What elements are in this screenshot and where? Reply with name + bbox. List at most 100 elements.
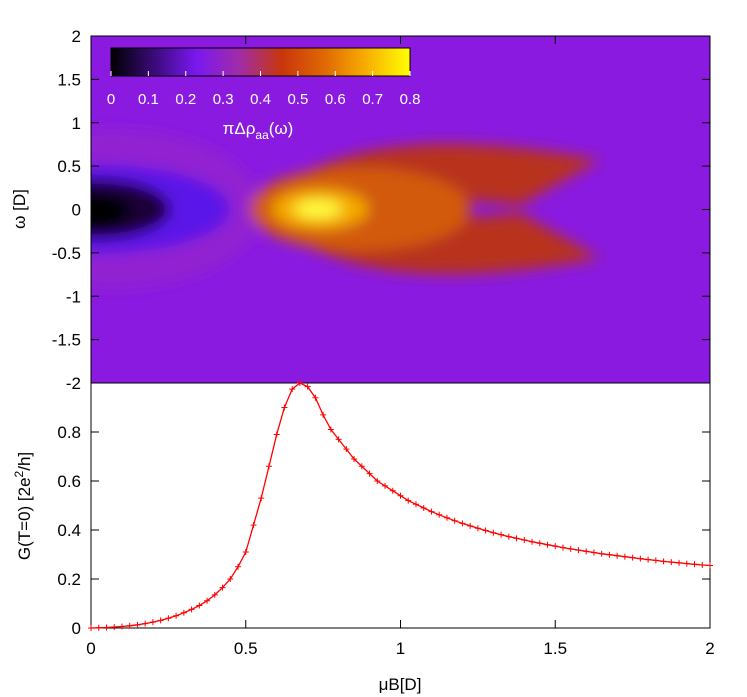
conductance-point [335,436,342,443]
conductance-plot: 00.20.40.60.8 0 0.5 1 1.5 2 G(T=0) [2e2/h] μ… [12,380,715,694]
heatmap-features [91,129,600,289]
heatmap-y-tick-label: 1.5 [57,70,81,89]
conductance-point [351,455,358,462]
heatmap-y-tick-label: 2 [72,27,81,46]
conductance-point [405,497,412,504]
conductance-point [691,561,698,568]
colorbar-ticks: 0 0.1 0.2 0.3 0.4 0.5 0.6 0.7 0.8 [107,71,421,108]
conductance-point [637,555,644,562]
conductance-point [505,533,512,540]
heatmap-y-tick-label: -1 [66,287,81,306]
conductance-point [474,525,481,532]
conductance-point [204,597,211,604]
conductance-point [374,478,381,484]
line-x-tick-label: 0 [86,639,95,658]
heatmap-y-tick-label: 1 [72,114,81,133]
heatmap-y-tick-label: -2 [66,374,81,393]
conductance-point [420,504,427,511]
colorbar-tick-label: 0.3 [213,91,234,108]
conductance-point [219,584,226,591]
conductance-point [443,514,450,521]
conductance-point [273,431,280,438]
conductance-point [111,624,118,631]
conductance-point [358,463,365,470]
colorbar-tick-label: 0.6 [325,91,346,108]
conductance-point [490,529,497,536]
conductance-point [451,517,458,524]
conductance-point [327,426,334,433]
conductance-point [196,602,203,609]
conductance-point [575,547,582,554]
heatmap-plot: 2 1.5 1 0.5 0 -0.5 -1 -1.5 -2 ω [D] 0 0.1 0.2 0.3 0.… [10,27,711,393]
conductance-point [258,495,265,502]
conductance-point [95,624,102,631]
line-y-label-main: G(T=0) [2e [15,477,34,560]
line-x-tick-label: 0.5 [234,639,258,658]
colorbar-tick-label: 0.8 [400,91,421,108]
conductance-point [676,559,683,566]
conductance-point [157,617,164,624]
conductance-point [583,548,590,555]
conductance-point [428,508,435,515]
conductance-point [707,562,713,569]
conductance-point [227,576,234,582]
colorbar-label-sub: aa [255,128,269,142]
colorbar: 0 0.1 0.2 0.3 0.4 0.5 0.6 0.7 0.8 πΔρaa(ω) [107,47,421,142]
line-y-tick-label: 0.8 [57,423,81,442]
heatmap-y-tick-label: 0 [72,201,81,220]
colorbar-label-tail: (ω) [269,119,294,138]
conductance-point [529,538,536,545]
heatmap-y-ticks: 2 1.5 1 0.5 0 -0.5 -1 -1.5 -2 [52,27,711,393]
line-y-label: G(T=0) [2e2/h] [12,452,34,560]
conductance-point [188,606,195,613]
conductance-point [567,545,574,552]
conductance-point [412,501,419,508]
conductance-point [683,560,690,567]
conductance-point [265,463,272,470]
conductance-point [173,612,180,619]
heatmap-y-tick-label: -1.5 [52,331,81,350]
line-y-tick-label: 0.2 [57,570,81,589]
conductance-point [652,557,659,564]
conductance-point [134,621,141,628]
line-x-label: μB[D] [379,675,422,694]
colorbar-label: πΔρaa(ω) [223,119,294,142]
conductance-point [103,624,110,631]
conductance-point [436,511,443,518]
conductance-point [660,558,667,565]
conductance-point [482,527,489,534]
heatmap-y-tick-label: 0.5 [57,157,81,176]
conductance-point [552,543,559,550]
conductance-point [614,552,621,559]
conductance-point [165,615,172,622]
colorbar-label-main: πΔρ [223,119,256,138]
conductance-point [498,531,505,538]
colorbar-tick-label: 0.7 [362,91,383,108]
colorbar-tick-label: 0.5 [287,91,308,108]
conductance-point [621,553,628,560]
conductance-point [536,540,543,547]
line-y-ticks: 0 0.2 0.4 0.6 0.8 [57,423,710,638]
conductance-point [590,549,597,556]
line-x-tick-label: 2 [705,639,714,658]
heatmap-peak [294,200,342,218]
conductance-point [397,492,404,499]
conductance-point [389,487,396,494]
line-y-tick-label: 0.6 [57,472,81,491]
conductance-point [312,394,319,401]
conductance-point [467,522,474,529]
colorbar-tick-label: 0.2 [175,91,196,108]
conductance-markers [88,380,713,631]
line-y-tick-label: 0.4 [57,521,81,540]
heatmap-y-label: ω [D] [10,189,29,229]
line-frame [90,382,711,629]
conductance-point [382,482,389,489]
conductance-point [211,591,218,598]
conductance-point [289,386,296,393]
colorbar-tick-label: 0 [107,91,115,108]
line-y-tick-label: 0 [72,619,81,638]
conductance-point [343,446,350,453]
conductance-point [598,550,605,557]
conductance-point [304,383,311,390]
